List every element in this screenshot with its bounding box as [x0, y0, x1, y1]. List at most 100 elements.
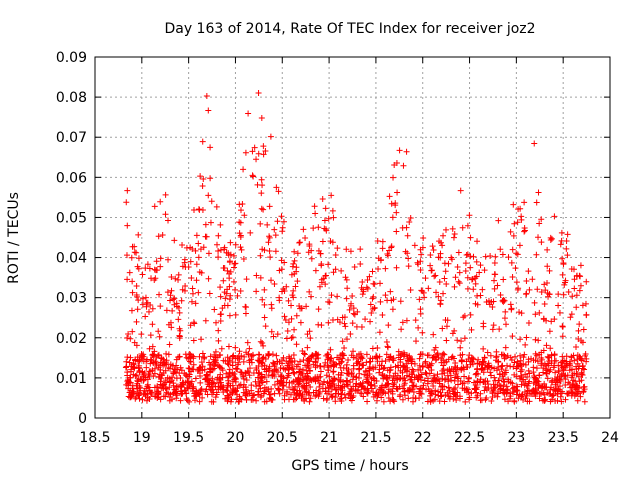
data-point — [241, 212, 248, 219]
data-point — [244, 368, 251, 375]
data-point — [369, 355, 376, 362]
data-point — [141, 370, 148, 377]
data-point — [280, 354, 287, 361]
data-point — [392, 202, 399, 209]
data-point — [211, 306, 218, 313]
data-point — [505, 254, 512, 261]
data-point — [398, 326, 405, 333]
data-point — [469, 359, 476, 365]
data-point — [454, 337, 461, 344]
data-point — [386, 356, 393, 363]
data-point — [376, 386, 383, 393]
data-point — [290, 369, 297, 376]
data-point — [369, 268, 376, 275]
data-point — [332, 266, 339, 273]
data-point — [259, 374, 266, 381]
x-tick-label: 24 — [601, 430, 619, 446]
data-point — [124, 222, 131, 229]
data-point — [250, 352, 257, 359]
data-point — [557, 241, 564, 248]
data-point — [165, 217, 172, 224]
data-point — [134, 380, 141, 387]
data-point — [351, 263, 358, 270]
data-point — [573, 390, 580, 397]
data-point — [547, 366, 554, 373]
data-point — [423, 370, 430, 377]
data-point — [431, 273, 438, 280]
data-point — [299, 371, 306, 378]
data-point — [556, 383, 563, 390]
data-point — [568, 374, 575, 381]
data-point — [226, 312, 233, 319]
data-point — [580, 384, 587, 391]
data-point — [212, 359, 219, 366]
data-point — [399, 369, 406, 376]
data-point — [141, 387, 148, 394]
data-point — [544, 280, 551, 287]
data-point — [177, 382, 184, 389]
data-point — [142, 294, 149, 301]
data-point — [545, 354, 552, 361]
data-point — [197, 370, 204, 377]
data-point — [240, 255, 247, 262]
data-point — [308, 353, 315, 360]
data-point — [266, 248, 273, 255]
data-point — [418, 251, 425, 258]
data-point — [451, 374, 458, 381]
data-point — [134, 385, 141, 392]
data-point — [498, 366, 505, 373]
data-point — [468, 276, 475, 283]
x-tick-label: 23.5 — [548, 430, 579, 446]
data-point — [496, 326, 503, 333]
data-point — [177, 397, 184, 404]
data-point — [289, 362, 296, 369]
data-point — [427, 262, 434, 269]
data-point — [543, 384, 550, 391]
data-point — [390, 374, 397, 381]
data-point — [271, 281, 278, 288]
data-point — [441, 260, 448, 267]
data-point — [275, 188, 282, 195]
data-point — [436, 278, 443, 285]
data-point — [195, 240, 202, 247]
data-point — [459, 351, 466, 358]
data-point — [370, 280, 377, 287]
data-point — [384, 381, 391, 388]
data-point — [464, 274, 471, 281]
data-point — [377, 280, 384, 287]
data-point — [182, 371, 189, 378]
data-point — [239, 200, 246, 207]
data-point — [394, 189, 401, 196]
data-point — [437, 297, 444, 304]
data-point — [435, 293, 442, 300]
data-point — [151, 365, 158, 372]
data-point — [513, 363, 520, 370]
data-point — [374, 354, 381, 361]
data-point — [451, 283, 458, 290]
data-point — [205, 275, 212, 282]
data-point — [342, 394, 349, 401]
data-point — [144, 356, 151, 363]
data-point — [188, 274, 195, 281]
data-point — [136, 395, 143, 402]
data-point — [306, 242, 313, 249]
data-point — [236, 230, 243, 237]
data-point — [393, 209, 400, 216]
data-point — [445, 375, 452, 382]
data-point — [374, 345, 381, 352]
data-point — [535, 189, 542, 196]
data-point — [158, 385, 165, 392]
data-point — [356, 361, 363, 368]
data-point — [349, 320, 356, 327]
data-point — [474, 377, 481, 384]
data-point — [548, 235, 555, 242]
data-point — [330, 375, 337, 382]
data-point — [429, 243, 436, 250]
data-point — [452, 274, 459, 281]
data-point — [357, 355, 364, 362]
data-point — [302, 234, 309, 241]
data-point — [581, 366, 588, 373]
data-point — [321, 217, 328, 224]
data-point — [507, 301, 514, 308]
data-point — [315, 306, 322, 313]
